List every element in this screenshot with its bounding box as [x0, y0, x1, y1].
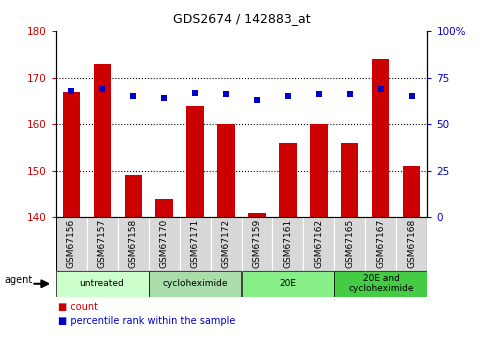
Text: ■ count: ■ count	[58, 302, 98, 312]
Point	[346, 92, 354, 97]
Text: GSM67157: GSM67157	[98, 219, 107, 268]
Text: GSM67165: GSM67165	[345, 219, 355, 268]
Point	[67, 88, 75, 93]
Text: GSM67172: GSM67172	[222, 219, 230, 268]
Bar	[397, 217, 427, 271]
Text: GSM67159: GSM67159	[253, 219, 261, 268]
Bar	[242, 217, 272, 271]
Bar	[180, 217, 211, 271]
Text: cycloheximide: cycloheximide	[162, 279, 228, 288]
Bar	[149, 271, 242, 297]
Text: GSM67162: GSM67162	[314, 219, 324, 268]
Text: GSM67161: GSM67161	[284, 219, 293, 268]
Point	[284, 93, 292, 99]
Text: GSM67168: GSM67168	[408, 219, 416, 268]
Text: GSM67158: GSM67158	[128, 219, 138, 268]
Text: agent: agent	[5, 275, 33, 285]
Bar	[156, 199, 172, 217]
Bar	[125, 175, 142, 217]
Bar	[372, 59, 389, 217]
Bar	[56, 217, 86, 271]
Point	[253, 97, 261, 103]
Text: untreated: untreated	[80, 279, 125, 288]
Bar	[94, 64, 111, 217]
Point	[98, 86, 106, 91]
Bar	[248, 213, 266, 217]
Bar	[334, 271, 427, 297]
Text: 20E: 20E	[280, 279, 297, 288]
Text: 20E and
cycloheximide: 20E and cycloheximide	[348, 274, 414, 294]
Text: GSM67170: GSM67170	[159, 219, 169, 268]
Text: GSM67171: GSM67171	[190, 219, 199, 268]
Point	[377, 86, 385, 91]
Bar	[366, 217, 397, 271]
Text: GDS2674 / 142883_at: GDS2674 / 142883_at	[173, 12, 310, 25]
Bar	[56, 271, 149, 297]
Bar	[303, 217, 334, 271]
Text: GSM67167: GSM67167	[376, 219, 385, 268]
Bar	[149, 217, 180, 271]
Point	[315, 92, 323, 97]
Point	[191, 90, 199, 95]
Text: ■ percentile rank within the sample: ■ percentile rank within the sample	[58, 316, 235, 326]
Bar	[217, 124, 235, 217]
Bar	[311, 124, 327, 217]
Point	[408, 93, 416, 99]
Bar	[280, 143, 297, 217]
Bar	[86, 217, 117, 271]
Point	[160, 95, 168, 101]
Bar	[117, 217, 149, 271]
Bar	[341, 143, 358, 217]
Point	[222, 92, 230, 97]
Bar	[403, 166, 421, 217]
Bar	[186, 106, 203, 217]
Bar	[272, 217, 303, 271]
Bar	[62, 92, 80, 217]
Point	[129, 93, 137, 99]
Bar	[334, 217, 366, 271]
Bar	[242, 271, 334, 297]
Text: GSM67156: GSM67156	[67, 219, 75, 268]
Bar	[211, 217, 242, 271]
